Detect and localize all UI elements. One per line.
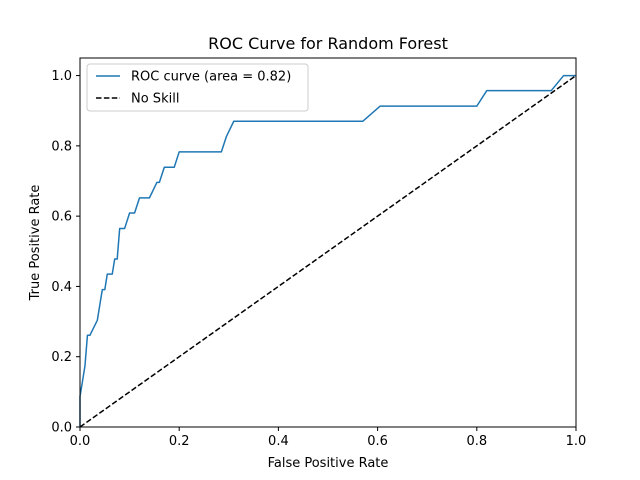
x-tick-label: 0.6 [367, 434, 388, 449]
chart-title: ROC Curve for Random Forest [208, 34, 448, 53]
x-tick-label: 0.0 [70, 434, 91, 449]
roc-curve-line [79, 74, 576, 427]
y-tick-label: 0.0 [51, 421, 72, 436]
plot-series [79, 74, 577, 428]
x-tick-label: 0.2 [169, 434, 190, 449]
y-axis-ticks: 0.0 0.2 0.4 0.6 0.8 1.0 [51, 69, 80, 436]
plot-frame [79, 57, 577, 428]
x-axis-ticks: 0.0 0.2 0.4 0.6 0.8 1.0 [70, 427, 587, 449]
legend-roc-curve-label: ROC curve (area = 0.82) [131, 70, 291, 85]
y-tick-label: 0.6 [51, 210, 72, 225]
y-axis-label: True Positive Rate [28, 185, 43, 302]
y-tick-label: 0.4 [51, 280, 72, 295]
legend: ROC curve (area = 0.82) No Skill [86, 63, 309, 112]
legend-no-skill-label: No Skill [131, 92, 179, 107]
no-skill-line [79, 74, 577, 428]
x-tick-label: 1.0 [566, 434, 587, 449]
x-tick-label: 0.8 [466, 434, 487, 449]
legend-box [86, 63, 309, 112]
x-tick-label: 0.4 [268, 434, 289, 449]
y-tick-label: 0.8 [51, 139, 72, 154]
x-axis-label: False Positive Rate [268, 456, 389, 471]
y-tick-label: 0.2 [51, 350, 72, 365]
y-tick-label: 1.0 [51, 69, 72, 84]
